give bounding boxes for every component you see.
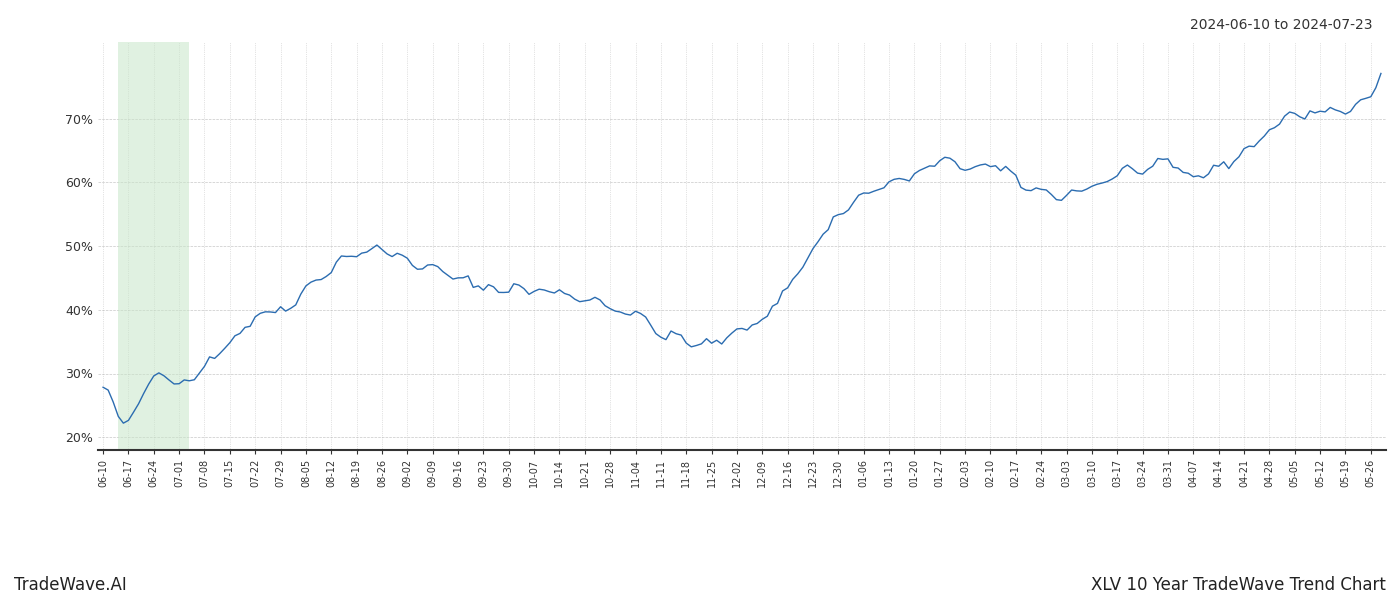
- Text: XLV 10 Year TradeWave Trend Chart: XLV 10 Year TradeWave Trend Chart: [1091, 576, 1386, 594]
- Text: 2024-06-10 to 2024-07-23: 2024-06-10 to 2024-07-23: [1190, 18, 1372, 32]
- Bar: [118, 42, 189, 450]
- Text: TradeWave.AI: TradeWave.AI: [14, 576, 127, 594]
